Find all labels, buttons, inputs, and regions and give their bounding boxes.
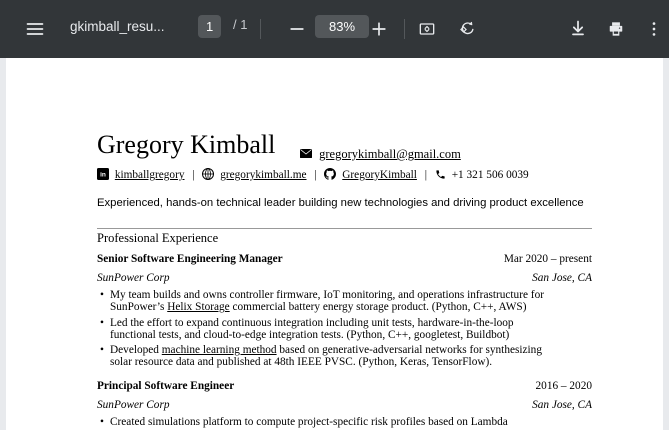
svg-text:in: in (100, 172, 106, 179)
